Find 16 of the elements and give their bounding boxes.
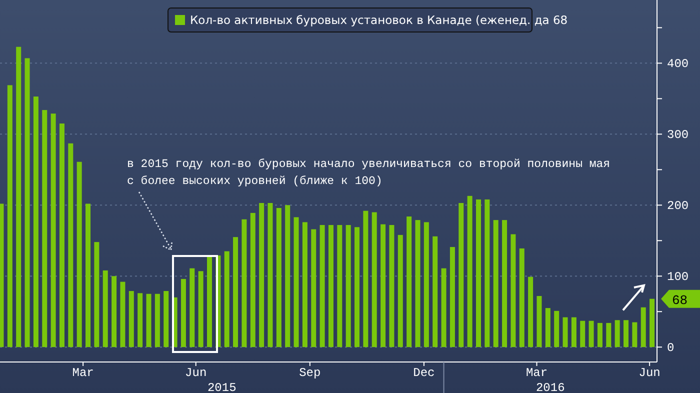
y-tick-label: 200 [667, 199, 689, 214]
x-tick-label: Jun [185, 366, 207, 380]
legend-label: Кол-во активных буровых установок в Канаде (еженед. да 68 [190, 13, 568, 27]
text: 2016 [536, 381, 565, 393]
y-tick-label: 400 [667, 57, 689, 72]
y-tick-label: 0 [667, 341, 674, 356]
y-tick-label: 100 [667, 270, 689, 284]
x-tick-label: Jun [638, 366, 660, 380]
x-tick-label: Mar [526, 366, 548, 380]
text: 2015 [207, 381, 236, 393]
y-tick-label: 300 [667, 128, 689, 142]
x-tick-label: Sep [299, 366, 321, 380]
annotation: в 2015 году кол-во буровых начало увеличиваться со второй половины мая с более высоких уровней (ближе к 100) [127, 158, 610, 188]
text: 68 [672, 292, 688, 308]
x-tick-label: Mar [72, 366, 94, 380]
x-tick-label: Dec [413, 366, 435, 380]
